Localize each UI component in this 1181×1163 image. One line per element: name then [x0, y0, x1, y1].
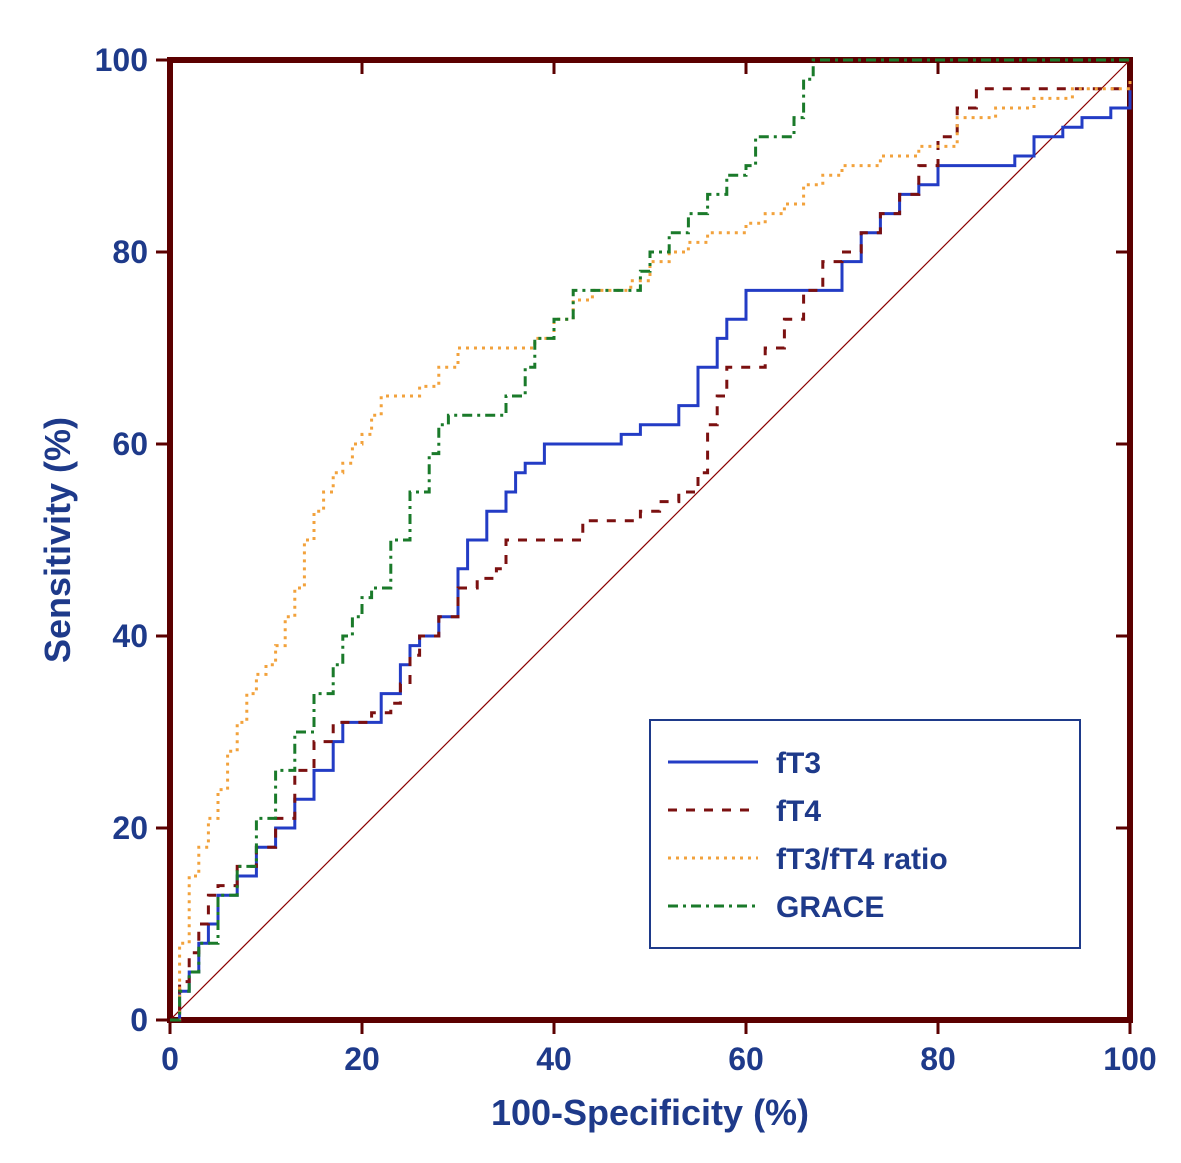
roc-chart: 0 20 40 60 80 100 0 20 40 60 80 100 100-Specificity … [20, 20, 1181, 1143]
legend-label: GRACE [776, 891, 884, 924]
chart-svg: 0 20 40 60 80 100 0 20 40 60 80 100 100-Specificity … [20, 20, 1181, 1143]
x-tick-label: 0 [161, 1041, 179, 1077]
x-tick-label: 20 [344, 1041, 380, 1077]
x-tick-label: 80 [920, 1041, 956, 1077]
y-tick-label: 40 [112, 618, 148, 654]
y-tick-label: 0 [130, 1002, 148, 1038]
x-axis-label: 100-Specificity (%) [491, 1092, 809, 1133]
legend-label: fT3/fT4 ratio [776, 843, 948, 876]
legend-label: fT4 [776, 795, 821, 828]
x-tick-label: 100 [1103, 1041, 1156, 1077]
y-tick-label: 80 [112, 234, 148, 270]
y-tick-label: 20 [112, 810, 148, 846]
x-tick-label: 40 [536, 1041, 572, 1077]
y-tick-label: 60 [112, 426, 148, 462]
y-tick-label: 100 [95, 42, 148, 78]
y-axis-label: Sensitivity (%) [37, 417, 78, 663]
x-tick-label: 60 [728, 1041, 764, 1077]
legend-label: fT3 [776, 747, 821, 780]
